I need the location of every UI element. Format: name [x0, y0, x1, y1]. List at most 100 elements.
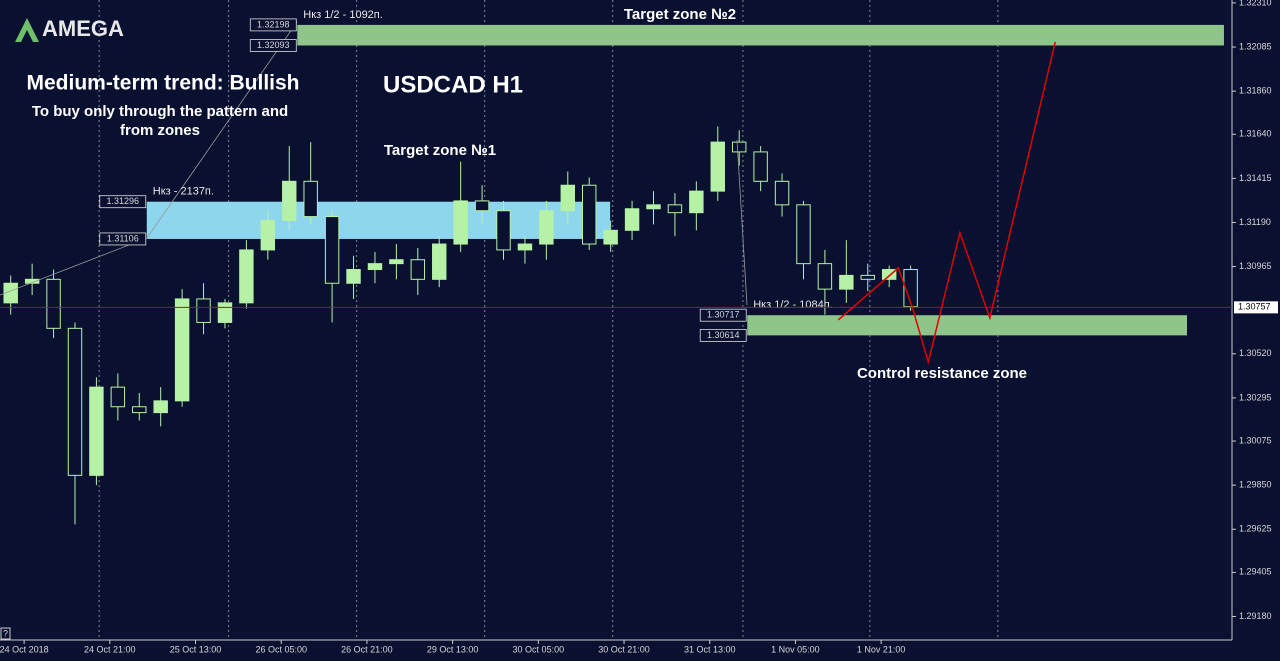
candle-body	[410, 259, 426, 280]
price-box	[699, 308, 747, 322]
y-tick-label: 1.30075	[1239, 435, 1272, 445]
candle-body	[753, 151, 768, 182]
candle-body	[217, 302, 233, 323]
candle-body	[474, 200, 490, 212]
current-price-box	[1234, 301, 1278, 314]
y-tick-label: 1.31640	[1239, 129, 1272, 139]
candle-body	[731, 141, 747, 153]
price-label: 1.32093	[257, 40, 290, 50]
price-label: 1.32198	[257, 19, 290, 29]
candle-body	[239, 249, 254, 304]
zone-label: Target zone №2	[624, 6, 736, 23]
candle-body	[282, 180, 297, 222]
x-tick-label: 24 Oct 2018	[0, 644, 49, 654]
candle-body	[646, 204, 661, 210]
x-tick-label: 30 Oct 05:00	[513, 644, 565, 654]
y-tick-label: 1.31190	[1239, 217, 1271, 227]
candle-body	[110, 386, 126, 408]
candle-body	[624, 208, 640, 231]
price-box	[249, 39, 297, 52]
y-tick-label: 1.29625	[1239, 524, 1272, 534]
candle-body	[860, 274, 875, 280]
logo-icon	[15, 18, 39, 42]
candle-body	[796, 204, 811, 265]
price-box	[99, 195, 147, 209]
zone	[747, 315, 1188, 336]
candle-body	[517, 243, 533, 251]
candle-body	[324, 216, 340, 284]
y-tick-label: 1.32085	[1239, 41, 1272, 51]
note-line: To buy only through the pattern and	[32, 103, 288, 120]
candle-body	[132, 406, 147, 414]
zone-note: Нкз 1/2 - 1092п.	[303, 9, 383, 21]
x-tick-label: 31 Oct 13:00	[684, 644, 736, 654]
y-tick-label: 1.29850	[1239, 480, 1272, 490]
y-tick-label: 1.29180	[1239, 611, 1272, 621]
y-tick-label: 1.31860	[1239, 86, 1272, 96]
candle-body	[817, 263, 833, 290]
candle-body	[46, 278, 61, 329]
plot	[3, 0, 1224, 640]
y-tick-label: 1.30965	[1239, 261, 1272, 271]
trend-line	[736, 139, 748, 306]
zone-label: Target zone №1	[384, 142, 496, 159]
zone-note: Нкз 1/2 - 1084п.	[753, 299, 833, 311]
y-tick-label: 1.30295	[1239, 392, 1272, 402]
x-tick-label: 26 Oct 05:00	[255, 644, 307, 654]
price-label: 1.31296	[106, 196, 139, 206]
current-price: 1.30757	[1238, 302, 1271, 312]
trend-line	[0, 21, 298, 296]
help[interactable]: ?	[3, 628, 8, 638]
candle-body	[710, 141, 725, 192]
zone	[146, 201, 611, 239]
candle-body	[303, 180, 318, 218]
x-tick-label: 1 Nov 05:00	[771, 644, 820, 654]
price-label: 1.30614	[707, 330, 740, 340]
logo: AMEGA	[42, 16, 124, 41]
candle-body	[174, 298, 190, 402]
candle-body	[24, 278, 40, 284]
x-tick-label: 1 Nov 21:00	[857, 644, 906, 654]
candle-body	[260, 220, 276, 251]
candle-body	[389, 259, 404, 265]
candle-body	[196, 298, 211, 323]
candle-body	[89, 386, 104, 476]
candle-body	[496, 210, 511, 251]
candle-body	[453, 200, 468, 245]
price-box	[99, 232, 147, 246]
chart-title: USDCAD H1	[383, 71, 523, 98]
note-line: from zones	[120, 122, 200, 139]
price-label: 1.31106	[107, 233, 139, 243]
y-tick-label: 1.32310	[1239, 0, 1272, 7]
candle-body	[839, 274, 854, 290]
x-tick-label: 25 Oct 13:00	[170, 644, 222, 654]
candle-body	[346, 269, 361, 284]
x-tick-label: 30 Oct 21:00	[598, 644, 650, 654]
x-tick-label: 26 Oct 21:00	[341, 644, 393, 654]
candle-body	[689, 190, 704, 214]
x-tick-label: 29 Oct 13:00	[427, 644, 479, 654]
subtitle: Medium-term trend: Bullish	[26, 72, 299, 95]
candle-body	[774, 180, 790, 206]
candle-body	[560, 184, 576, 212]
candle-body	[67, 327, 83, 476]
candle-body	[582, 184, 597, 245]
zone-label: Control resistance zone	[857, 365, 1027, 382]
y-tick-label: 1.30520	[1239, 348, 1272, 358]
zone-note: Нкз - 2137п.	[153, 186, 214, 198]
candle-body	[603, 229, 618, 245]
candle-body	[432, 243, 447, 280]
price-box	[699, 328, 747, 342]
candle-body	[367, 263, 383, 271]
candle-body	[881, 269, 897, 280]
help-box[interactable]	[0, 627, 11, 640]
y-tick-label: 1.31415	[1239, 173, 1272, 183]
y-tick-label: 1.29405	[1239, 567, 1272, 577]
projection	[837, 41, 1056, 365]
candle-body	[903, 269, 918, 308]
candle-body	[667, 204, 683, 214]
x-tick-label: 24 Oct 21:00	[84, 644, 136, 654]
price-label: 1.30717	[707, 310, 740, 320]
